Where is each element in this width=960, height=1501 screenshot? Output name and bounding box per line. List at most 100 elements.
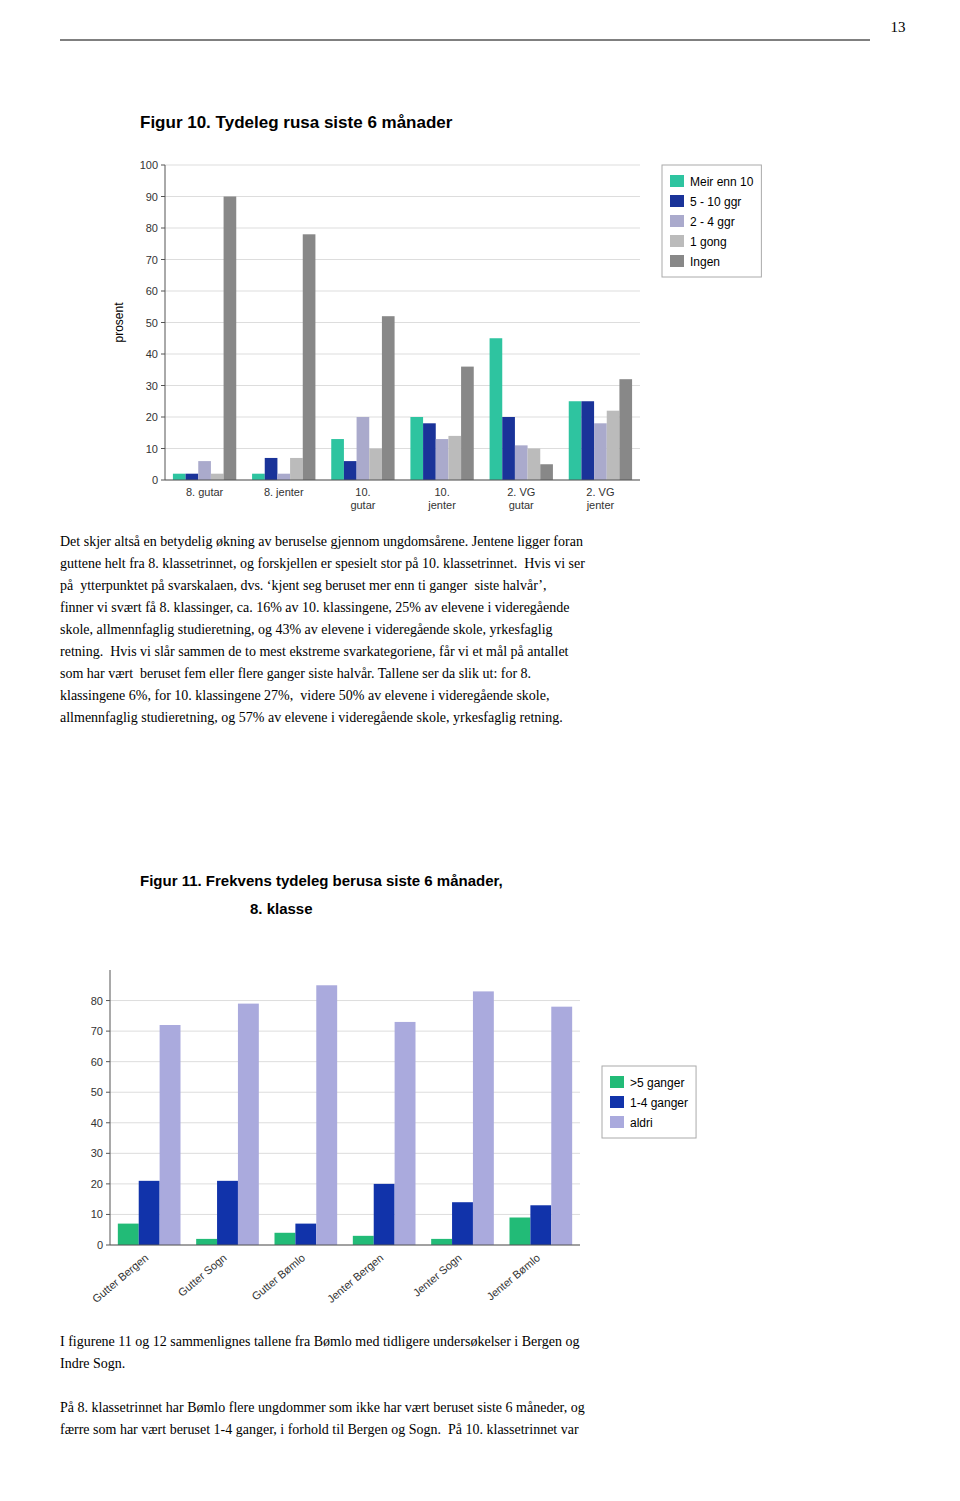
y-tick-label: 40: [91, 1117, 103, 1129]
bar: [211, 474, 224, 480]
bar: [594, 423, 607, 480]
y-tick-label: 60: [91, 1056, 103, 1068]
y-tick-label: 20: [146, 411, 158, 423]
bar: [290, 458, 303, 480]
legend-swatch: [610, 1116, 624, 1128]
y-tick: [161, 385, 165, 386]
legend-swatch: [670, 175, 684, 187]
legend-label: 1-4 ganger: [630, 1096, 688, 1110]
y-tick-label: 70: [146, 254, 158, 266]
y-tick-label: 100: [140, 159, 158, 171]
y-tick-label: 30: [91, 1147, 103, 1159]
body-text: Indre Sogn.: [60, 1356, 125, 1371]
x-tick-label-line: jenter: [427, 499, 456, 511]
bar: [530, 1205, 551, 1245]
bar: [473, 991, 494, 1245]
chart: Figur 11. Frekvens tydeleg berusa siste …: [90, 872, 696, 1305]
y-axis-label: prosent: [112, 302, 126, 343]
y-tick: [106, 1092, 110, 1093]
x-tick-label: 10.gutar: [350, 486, 375, 511]
legend-frame: [602, 1066, 696, 1138]
x-tick-label: Gutter Bømlo: [249, 1251, 307, 1302]
bar: [252, 474, 265, 480]
chart: Figur 10. Tydeleg rusa siste 6 månader 0 1…: [112, 113, 761, 511]
body-text: På 8. klassetrinnet har Bømlo flere ungd…: [60, 1400, 585, 1415]
legend-swatch: [670, 215, 684, 227]
y-tick-label: 10: [91, 1208, 103, 1220]
bar: [490, 338, 503, 480]
grid-line: [110, 1000, 580, 1001]
bar: [316, 985, 337, 1245]
legend: Meir enn 105 - 10 ggr2 - 4 ggr1 gongInge…: [662, 165, 761, 277]
x-tick-label-line: 10.: [355, 486, 370, 498]
y-tick-label: 20: [91, 1178, 103, 1190]
y-tick-label: 60: [146, 285, 158, 297]
bar: [186, 474, 199, 480]
chart-title: Figur 10. Tydeleg rusa siste 6 månader: [140, 113, 453, 132]
y-tick-label: 10: [146, 443, 158, 455]
y-tick-label: 50: [91, 1086, 103, 1098]
bar: [551, 1007, 572, 1245]
bar: [510, 1218, 531, 1246]
legend-label: Meir enn 10: [690, 175, 754, 189]
legend-swatch: [670, 195, 684, 207]
body-text: som har vært beruset fem eller flere gan…: [60, 666, 531, 681]
bar: [423, 423, 436, 480]
x-tick-label: 2. VGgutar: [507, 486, 535, 511]
body-text: I figurene 11 og 12 sammenlignes tallene…: [60, 1334, 579, 1349]
x-tick-label-line: 2. VG: [586, 486, 614, 498]
y-axis-line: [110, 970, 111, 1245]
body-text: skole, allmennfaglig studieretning, og 4…: [60, 622, 553, 637]
y-tick-label: 30: [146, 380, 158, 392]
bar: [303, 234, 316, 480]
bar: [581, 401, 594, 480]
y-tick: [106, 1061, 110, 1062]
bar: [198, 461, 211, 480]
y-tick: [106, 1122, 110, 1123]
legend-label: 1 gong: [690, 235, 727, 249]
legend-swatch: [670, 255, 684, 267]
x-axis-line: [165, 480, 640, 481]
x-tick-label: Jenter Sogn: [411, 1251, 464, 1298]
y-tick: [161, 448, 165, 449]
bar: [160, 1025, 181, 1245]
y-tick: [161, 165, 165, 166]
bar: [173, 474, 186, 480]
bar: [118, 1224, 139, 1245]
y-tick-label: 0: [152, 474, 158, 486]
x-tick-label-line: gutar: [509, 499, 534, 511]
y-tick: [161, 354, 165, 355]
y-tick: [161, 228, 165, 229]
y-tick: [106, 1153, 110, 1154]
body-text: finner vi svært få 8. klassinger, ca. 16…: [60, 600, 570, 615]
y-tick-label: 50: [146, 317, 158, 329]
top-rule: [60, 40, 870, 41]
chart-subtitle: 8. klasse: [250, 900, 313, 917]
x-tick-label-line: jenter: [586, 499, 615, 511]
legend-label: aldri: [630, 1116, 653, 1130]
bar: [461, 367, 474, 480]
legend-label: >5 ganger: [630, 1076, 684, 1090]
x-tick-label-line: 2. VG: [507, 486, 535, 498]
bar: [515, 445, 528, 480]
bar: [374, 1184, 395, 1245]
page-number: 13: [891, 19, 906, 35]
y-tick: [161, 480, 165, 481]
legend-swatch: [610, 1076, 624, 1088]
page: 13Det skjer altså en betydelig økning av…: [0, 0, 960, 1501]
legend-label: 5 - 10 ggr: [690, 195, 741, 209]
x-tick-label: 10.jenter: [427, 486, 456, 511]
y-tick: [161, 259, 165, 260]
x-tick-label-line: 8. jenter: [264, 486, 304, 498]
body-text: færre som har vært beruset 1-4 ganger, i…: [60, 1422, 579, 1437]
bar: [395, 1022, 416, 1245]
y-tick-label: 90: [146, 191, 158, 203]
legend-swatch: [670, 235, 684, 247]
bar: [410, 417, 423, 480]
grid-line: [110, 1245, 580, 1246]
bar: [275, 1233, 296, 1245]
bar: [295, 1224, 316, 1245]
y-tick-label: 70: [91, 1025, 103, 1037]
bar: [331, 439, 344, 480]
bar: [452, 1202, 473, 1245]
